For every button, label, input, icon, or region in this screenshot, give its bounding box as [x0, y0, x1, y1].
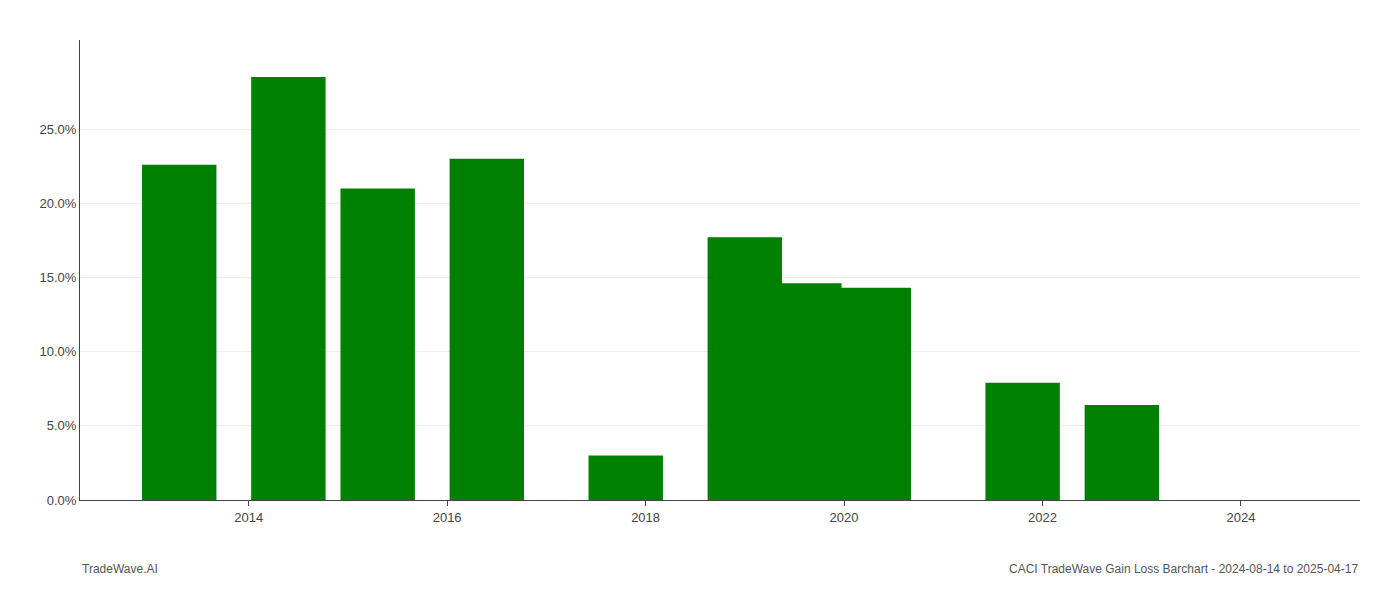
svg-text:20.0%: 20.0%	[40, 196, 77, 211]
svg-text:5.0%: 5.0%	[47, 418, 77, 433]
svg-text:CACI TradeWave Gain Loss Barch: CACI TradeWave Gain Loss Barchart - 2024…	[1009, 562, 1358, 576]
svg-text:10.0%: 10.0%	[40, 344, 77, 359]
svg-text:2024: 2024	[1226, 510, 1255, 525]
svg-text:15.0%: 15.0%	[40, 270, 77, 285]
svg-text:TradeWave.AI: TradeWave.AI	[82, 562, 158, 576]
svg-text:2018: 2018	[631, 510, 660, 525]
svg-text:2016: 2016	[433, 510, 462, 525]
svg-text:25.0%: 25.0%	[40, 122, 77, 137]
svg-text:0.0%: 0.0%	[47, 493, 77, 508]
svg-text:2020: 2020	[830, 510, 859, 525]
svg-text:2014: 2014	[234, 510, 263, 525]
svg-text:2022: 2022	[1028, 510, 1057, 525]
